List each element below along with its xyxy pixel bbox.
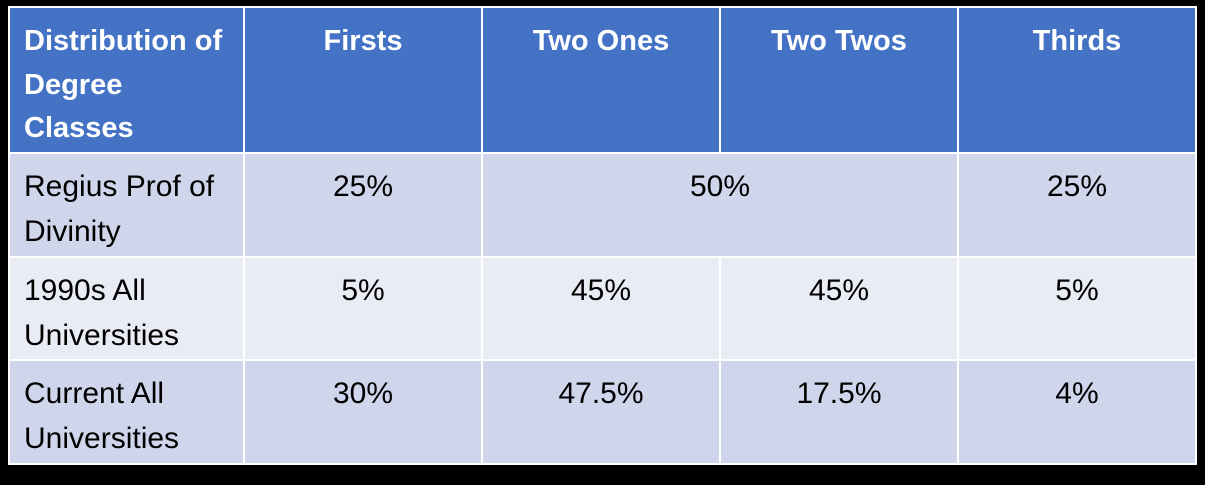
data-cell-two-twos: 17.5% <box>718 359 959 465</box>
data-cell-two-ones-two-twos-merged: 50% <box>481 152 959 258</box>
degree-distribution-table: Distribution of Degree Classes Firsts Tw… <box>7 6 1198 465</box>
table-row-regius-prof: Regius Prof of Divinity 25% 50% 25% <box>7 152 1198 258</box>
table-row-current: Current All Universities 30% 47.5% 17.5%… <box>7 359 1198 465</box>
row-label: Regius Prof of Divinity <box>7 152 246 258</box>
col-header-firsts: Firsts <box>243 6 483 154</box>
data-cell-two-ones: 47.5% <box>481 359 721 465</box>
data-cell-thirds: 4% <box>956 359 1198 465</box>
data-cell-thirds: 25% <box>956 152 1198 258</box>
table-title-cell: Distribution of Degree Classes <box>7 6 246 154</box>
table-row-1990s: 1990s All Universities 5% 45% 45% 5% <box>7 255 1198 362</box>
row-label: Current All Universities <box>7 359 246 465</box>
col-header-two-ones: Two Ones <box>481 6 721 154</box>
col-header-two-twos: Two Twos <box>718 6 959 154</box>
data-cell-two-ones: 45% <box>481 255 721 362</box>
data-cell-firsts: 25% <box>243 152 483 258</box>
data-cell-thirds: 5% <box>956 255 1198 362</box>
row-label: 1990s All Universities <box>7 255 246 362</box>
col-header-thirds: Thirds <box>956 6 1198 154</box>
data-cell-two-twos: 45% <box>718 255 959 362</box>
header-row: Distribution of Degree Classes Firsts Tw… <box>7 6 1198 154</box>
data-cell-firsts: 30% <box>243 359 483 465</box>
data-cell-firsts: 5% <box>243 255 483 362</box>
